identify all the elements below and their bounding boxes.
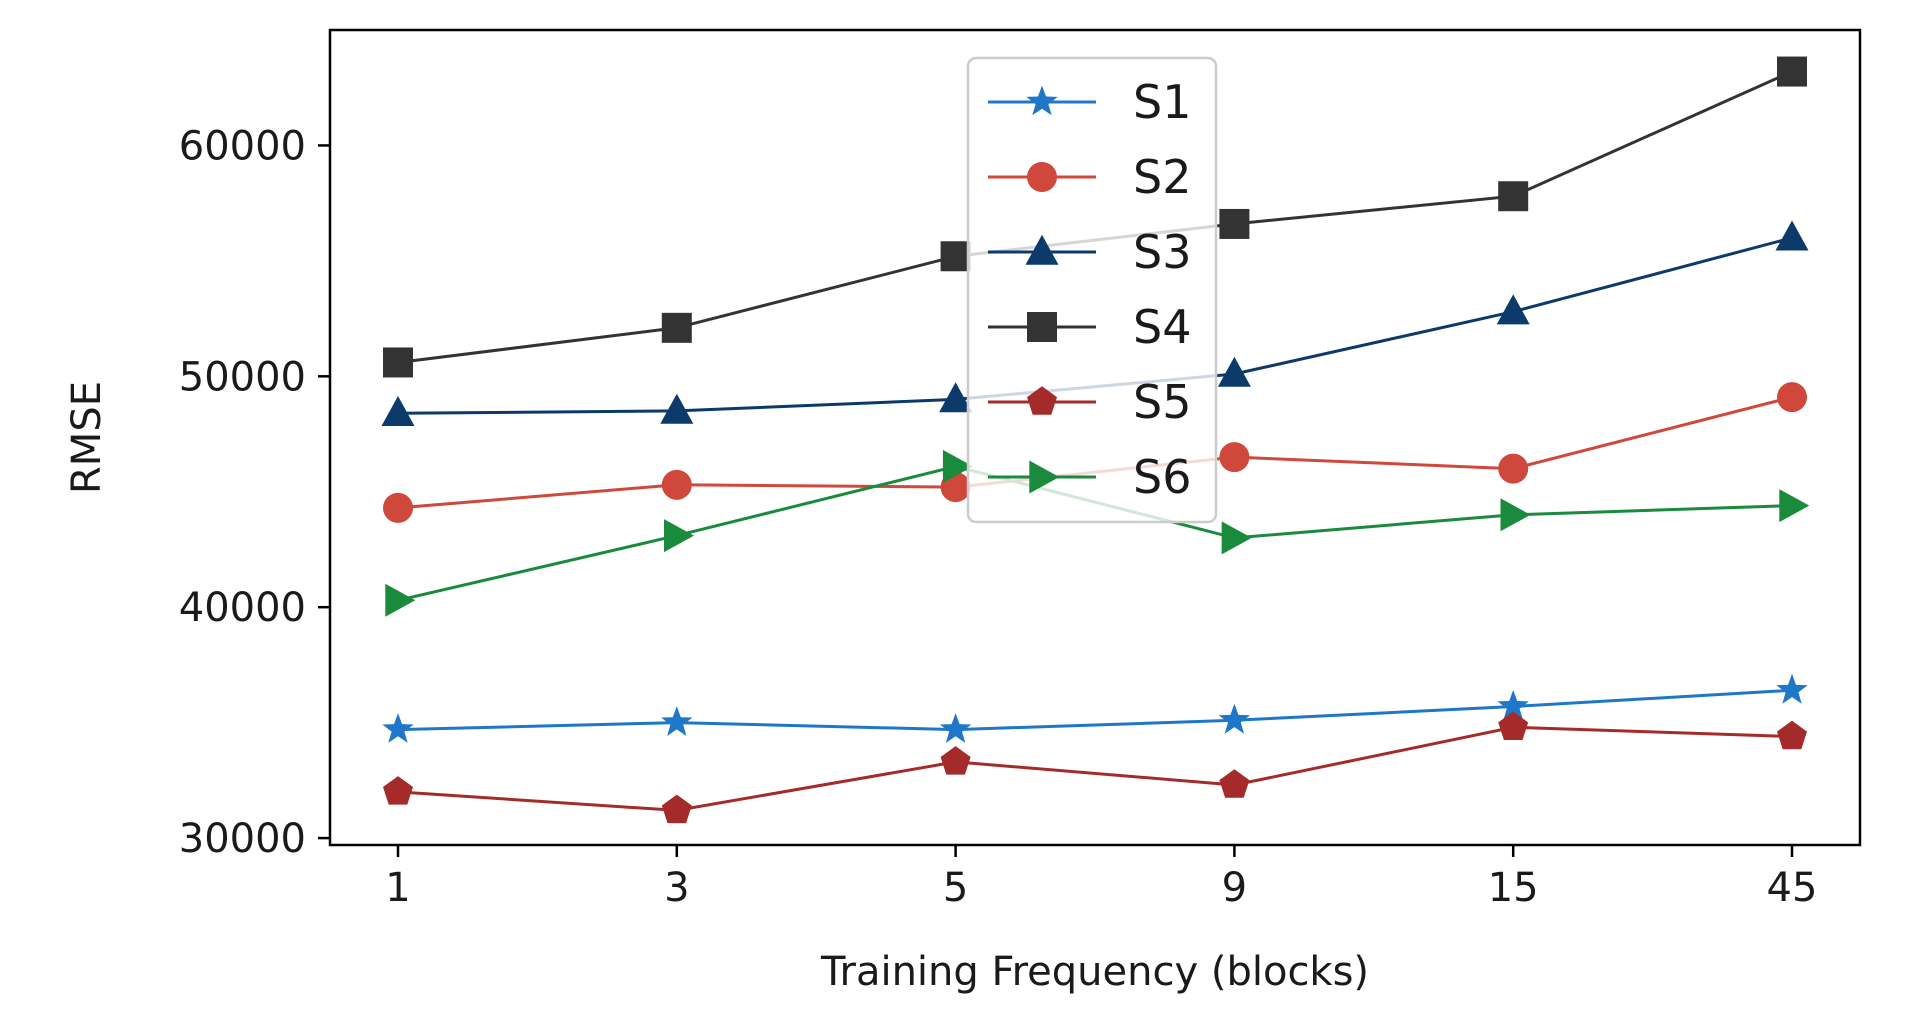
data-point-s2 xyxy=(1498,453,1529,484)
data-point-s3 xyxy=(660,393,694,424)
legend-label-s3: S3 xyxy=(1133,225,1191,279)
x-tick-label: 45 xyxy=(1767,865,1818,911)
data-point-s1 xyxy=(939,713,972,743)
data-point-s5 xyxy=(1777,720,1807,750)
data-point-s5 xyxy=(1219,769,1250,798)
x-tick-label: 15 xyxy=(1488,865,1539,911)
legend-marker-s3 xyxy=(1025,234,1059,265)
data-point-s2 xyxy=(1777,382,1807,413)
data-point-s3 xyxy=(1496,294,1530,325)
axes-frame xyxy=(328,28,1862,847)
x-tick-label: 3 xyxy=(664,865,689,911)
data-point-s4 xyxy=(1219,208,1250,239)
x-tick-label: 1 xyxy=(385,865,410,911)
legend-marker-s4 xyxy=(1027,312,1057,342)
data-point-s2 xyxy=(661,469,692,500)
legend-marker-s2 xyxy=(1027,162,1057,192)
legend-label-s6: S6 xyxy=(1133,450,1191,504)
y-tick-label: 30000 xyxy=(179,816,306,862)
data-point-s1 xyxy=(1497,690,1529,720)
legend-marker-s5 xyxy=(1027,386,1057,415)
data-point-s2 xyxy=(1219,442,1250,473)
data-point-s6 xyxy=(664,519,694,553)
data-point-s3 xyxy=(939,382,973,413)
legend-label-s5: S5 xyxy=(1133,375,1191,429)
y-tick-label: 40000 xyxy=(179,585,306,631)
data-point-s4 xyxy=(383,347,413,378)
data-point-s1 xyxy=(1218,703,1251,734)
series-line-s5 xyxy=(397,725,1793,812)
data-point-s1 xyxy=(1776,673,1808,704)
data-point-s6 xyxy=(1500,498,1531,532)
data-point-s6 xyxy=(1221,521,1252,555)
axes: 1 3 5 9 15 45 30000 40000 50000 60000 xyxy=(179,28,1862,911)
legend-marker-s6 xyxy=(1029,460,1060,494)
legend-label-s2: S2 xyxy=(1133,150,1191,204)
data-point-s3 xyxy=(1217,356,1251,387)
data-point-s5 xyxy=(383,776,413,805)
x-axis-label: Training Frequency (blocks) xyxy=(820,949,1369,995)
y-axis-label: RMSE xyxy=(64,381,110,494)
data-point-s4 xyxy=(1777,56,1807,87)
data-point-s5 xyxy=(1498,711,1529,740)
data-point-s3 xyxy=(381,396,415,426)
data-point-s6 xyxy=(385,583,416,617)
data-point-s4 xyxy=(1498,181,1529,212)
data-point-s6 xyxy=(1779,489,1810,523)
data-point-s6 xyxy=(942,449,973,483)
y-tick-label: 60000 xyxy=(179,123,306,169)
legend: S1 S2 S3 S4 S5 S6 xyxy=(966,56,1218,524)
data-point-s4 xyxy=(661,312,692,343)
data-point-s1 xyxy=(382,713,414,743)
data-point-s5 xyxy=(940,746,971,775)
legend-marker-s1 xyxy=(1026,85,1058,116)
data-point-s4 xyxy=(940,241,971,272)
data-point-s2 xyxy=(383,492,413,523)
x-tick-label: 9 xyxy=(1222,865,1247,911)
data-point-s3 xyxy=(1775,220,1809,251)
data-point-s5 xyxy=(661,794,692,824)
legend-label-s1: S1 xyxy=(1133,75,1191,129)
legend-label-s4: S4 xyxy=(1133,300,1191,354)
y-tick-label: 50000 xyxy=(179,354,306,400)
x-tick-label: 5 xyxy=(943,865,968,911)
data-point-s1 xyxy=(661,706,693,736)
series-line-s1 xyxy=(397,688,1793,732)
